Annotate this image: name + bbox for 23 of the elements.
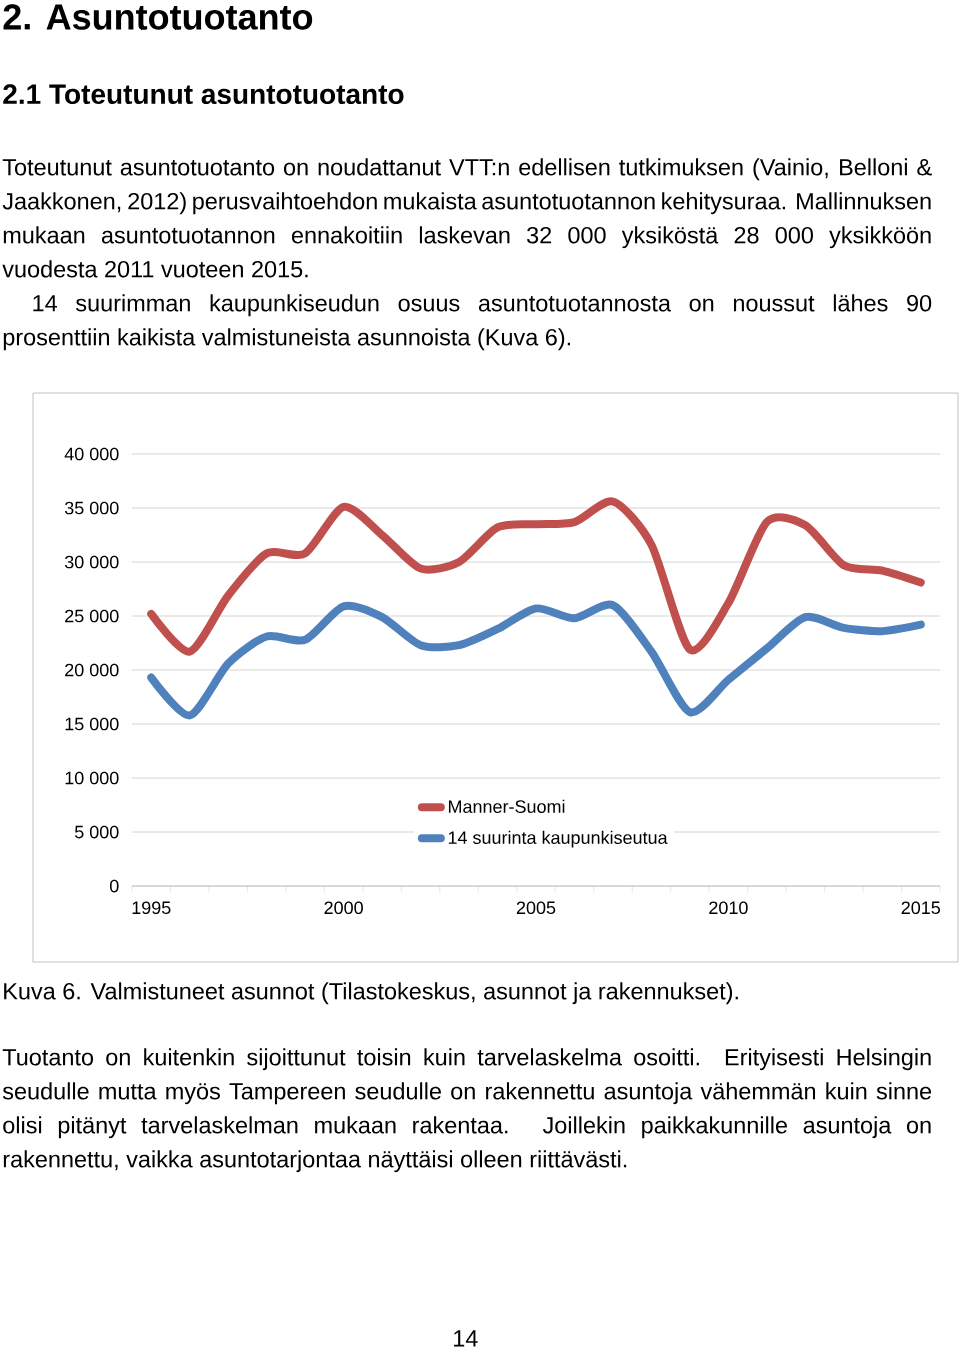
x-tick-label: 1995 bbox=[132, 901, 171, 915]
y-tick-label: 35 000 bbox=[64, 501, 119, 515]
y-tick-label: 15 000 bbox=[65, 717, 119, 731]
y-tick-label: 20 000 bbox=[65, 663, 119, 677]
x-tick-label: 2015 bbox=[901, 901, 941, 915]
y-tick-label: 40 000 bbox=[64, 447, 119, 461]
text: Kuva 6. Valmistuneet asunnot (Tilastokeskus, asunnot ja rakennukset). bbox=[4, 982, 738, 1005]
text: Toteutunut asuntotuotanto on noudattanut VTT:n edellisen tutkimuksen (Vainio, Belloni & Jaakkonen, 2012) perusvaihtoehdon mukaista asuntotuotannon kehitysuraa. Mallinnuksen mukaan asuntotuotannon ennakoitiin laskevan 32 000 yksiköstä 28 000 yksikköön vuodesta 2011 vuoteen 2015. bbox=[2, 158, 932, 278]
text: 14 bbox=[454, 1330, 478, 1347]
text: 2.1 Toteutunut asuntotuotanto bbox=[3, 84, 404, 105]
y-tick-label: 30 000 bbox=[64, 555, 119, 569]
y-tick-label: 10 000 bbox=[65, 771, 119, 785]
legend-label: Manner-Suomi bbox=[448, 799, 565, 813]
legend-label: 14 suurinta kaupunkiseutua bbox=[448, 830, 668, 848]
x-tick-label: 2000 bbox=[324, 901, 363, 915]
y-tick-label: 5 000 bbox=[74, 825, 119, 839]
y-tick-label: 0 bbox=[109, 879, 119, 893]
text: 2. Asuntotuotanto bbox=[3, 4, 313, 30]
x-tick-label: 2010 bbox=[709, 901, 748, 915]
x-tick-label: 2005 bbox=[516, 901, 556, 915]
text: Tuotanto on kuitenkin sijoittunut toisin kuin tarvelaskelma osoitti. Erityisesti Helsingin seudulle mutta myös Tampereen seudulle on rakennettu asuntoja vähemmän kuin sinne olisi pitänyt tarvelaskelman mukaan rakentaa. Joillekin paikkakunnille asuntoja on rakennettu, vaikka asuntotarjontaa näyttäisi olleen riittävästi. bbox=[2, 1048, 932, 1173]
text: 14 suurimman kaupunkiseudun osuus asuntotuotannosta on noussut lähes 90 prosenttiin kaikista valmistuneista asunnoista (Kuva 6). bbox=[3, 294, 932, 351]
y-tick-label: 25 000 bbox=[65, 609, 119, 623]
